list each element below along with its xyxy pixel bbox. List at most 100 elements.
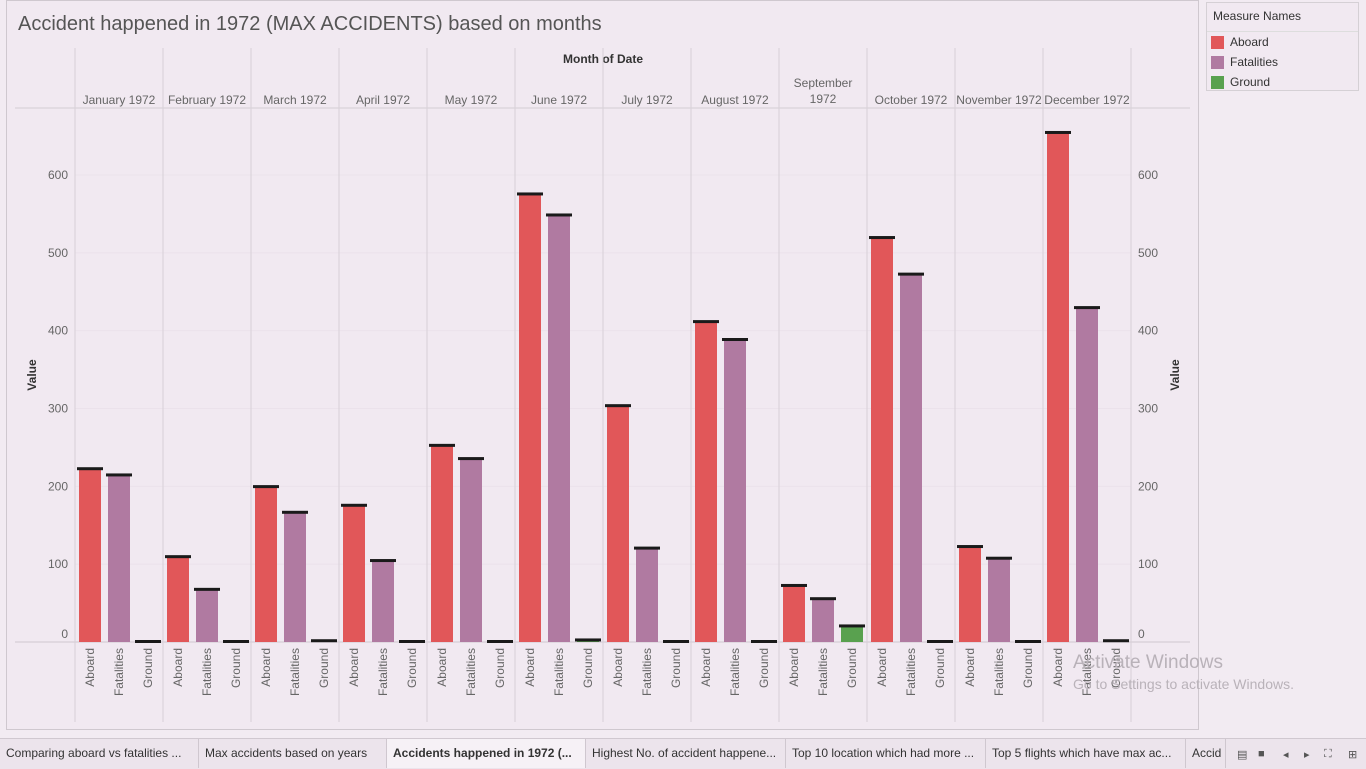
x-tick-fatalities-9: Fatalities	[904, 648, 918, 696]
x-tick-ground-11: Ground	[1109, 648, 1123, 688]
x-tick-aboard-7: Aboard	[699, 648, 713, 687]
bar-fatalities-5	[548, 215, 570, 642]
bar-cap-aboard-8	[781, 583, 807, 587]
bar-aboard-1	[167, 557, 189, 642]
y-tick-right-600: 600	[1138, 168, 1158, 182]
month-header-line1-8: September	[794, 76, 853, 90]
x-tick-ground-9: Ground	[933, 648, 947, 688]
filmstrip-icon[interactable]: ■	[1258, 748, 1265, 760]
bar-aboard-0	[79, 469, 101, 642]
y-tick-right-0: 0	[1138, 627, 1145, 641]
tab-highest-accidents[interactable]: Highest No. of accident happene...	[586, 739, 786, 768]
bar-fatalities-8	[812, 599, 834, 642]
grid-icon[interactable]: ⊞	[1348, 749, 1358, 761]
tab-top10-location[interactable]: Top 10 location which had more ...	[786, 739, 986, 768]
x-tick-ground-7: Ground	[757, 648, 771, 688]
watermark-line2: Go to Settings to activate Windows.	[1073, 676, 1294, 692]
x-tick-fatalities-3: Fatalities	[376, 648, 390, 696]
bar-cap-ground-4	[487, 640, 513, 643]
month-header-2: March 1972	[263, 93, 327, 107]
bar-fatalities-0	[108, 475, 130, 642]
legend-swatch-aboard	[1211, 35, 1224, 49]
x-tick-fatalities-2: Fatalities	[288, 648, 302, 696]
x-tick-aboard-4: Aboard	[435, 648, 449, 687]
month-header-line2-8: 1972	[810, 92, 837, 106]
sheet-tabs: Comparing aboard vs fatalities ... Max a…	[0, 738, 1366, 769]
y-tick-left-300: 300	[48, 402, 68, 416]
bar-cap-aboard-1	[165, 555, 191, 559]
month-header-6: July 1972	[621, 93, 673, 107]
bar-cap-fatalities-2	[282, 510, 308, 514]
bar-cap-ground-6	[663, 640, 689, 643]
bar-cap-fatalities-7	[722, 338, 748, 342]
bar-cap-fatalities-6	[634, 546, 660, 550]
tab-accid[interactable]: Accid	[1186, 739, 1226, 768]
x-tick-ground-1: Ground	[229, 648, 243, 688]
x-tick-fatalities-7: Fatalities	[728, 648, 742, 696]
tab-accidents-1972[interactable]: Accidents happened in 1972 (...	[387, 739, 586, 768]
x-tick-aboard-8: Aboard	[787, 648, 801, 687]
x-tick-aboard-5: Aboard	[523, 648, 537, 687]
month-header-0: January 1972	[83, 93, 156, 107]
x-tick-fatalities-1: Fatalities	[200, 648, 214, 696]
x-tick-aboard-2: Aboard	[259, 648, 273, 687]
bar-aboard-2	[255, 487, 277, 642]
x-tick-aboard-11: Aboard	[1051, 648, 1065, 687]
bar-cap-aboard-2	[253, 485, 279, 489]
x-tick-aboard-3: Aboard	[347, 648, 361, 687]
y-tick-right-400: 400	[1138, 324, 1158, 338]
x-tick-ground-4: Ground	[493, 648, 507, 688]
bar-cap-fatalities-9	[898, 272, 924, 276]
bar-cap-ground-8	[839, 624, 865, 628]
bar-cap-fatalities-4	[458, 457, 484, 461]
x-tick-ground-5: Ground	[581, 648, 595, 688]
bar-cap-ground-0	[135, 640, 161, 643]
tab-max-accidents-years[interactable]: Max accidents based on years	[199, 739, 387, 768]
legend[interactable]: Measure Names Aboard Fatalities Ground	[1206, 2, 1359, 91]
chart-title: Accident happened in 1972 (MAX ACCIDENTS…	[18, 13, 602, 35]
fullscreen-icon[interactable]: ⛶	[1324, 748, 1332, 760]
x-tick-fatalities-6: Fatalities	[640, 648, 654, 696]
x-tick-ground-10: Ground	[1021, 648, 1035, 688]
bar-cap-aboard-11	[1045, 130, 1071, 134]
legend-item-ground[interactable]: Ground	[1207, 72, 1358, 92]
month-header-7: August 1972	[701, 93, 769, 107]
bar-aboard-11	[1047, 132, 1069, 642]
legend-item-fatalities[interactable]: Fatalities	[1207, 52, 1358, 72]
bar-cap-ground-10	[1015, 640, 1041, 643]
bar-cap-aboard-9	[869, 236, 895, 240]
x-tick-aboard-9: Aboard	[875, 648, 889, 687]
x-tick-fatalities-0: Fatalities	[112, 648, 126, 696]
prev-sheet-icon[interactable]: ◂	[1283, 749, 1289, 761]
bar-cap-aboard-4	[429, 443, 455, 447]
bar-cap-fatalities-8	[810, 597, 836, 601]
bar-cap-aboard-0	[77, 467, 103, 471]
bar-cap-fatalities-5	[546, 213, 572, 217]
bar-aboard-5	[519, 194, 541, 643]
bar-cap-fatalities-10	[986, 556, 1012, 560]
bar-cap-ground-11	[1103, 639, 1129, 643]
y-tick-left-500: 500	[48, 246, 68, 260]
month-header-1: February 1972	[168, 93, 246, 107]
bar-cap-fatalities-3	[370, 559, 396, 563]
bar-fatalities-10	[988, 558, 1010, 642]
tab-comparing-aboard-vs-fatalities[interactable]: Comparing aboard vs fatalities ...	[0, 739, 199, 768]
tab-top5-flights[interactable]: Top 5 flights which have max ac...	[986, 739, 1186, 768]
x-tick-aboard-1: Aboard	[171, 648, 185, 687]
bar-fatalities-9	[900, 274, 922, 642]
legend-label-aboard: Aboard	[1230, 35, 1269, 49]
y-tick-left-200: 200	[48, 479, 68, 493]
bar-cap-fatalities-0	[106, 473, 132, 477]
bar-cap-aboard-10	[957, 545, 983, 549]
month-header-5: June 1972	[531, 93, 587, 107]
bar-ground-8	[841, 626, 863, 642]
x-tick-ground-6: Ground	[669, 648, 683, 688]
next-sheet-icon[interactable]: ▸	[1304, 749, 1310, 761]
month-header-10: November 1972	[956, 93, 1042, 107]
bar-fatalities-1	[196, 589, 218, 642]
sheet-sorter-icon[interactable]: ▤	[1237, 749, 1248, 761]
bar-aboard-6	[607, 406, 629, 642]
bar-cap-ground-2	[311, 639, 337, 643]
legend-item-aboard[interactable]: Aboard	[1207, 32, 1358, 52]
